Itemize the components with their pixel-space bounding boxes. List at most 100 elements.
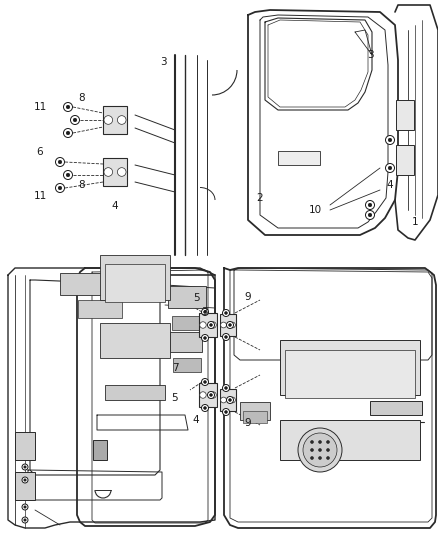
Bar bbox=[396, 100, 414, 130]
Circle shape bbox=[223, 384, 230, 392]
Circle shape bbox=[385, 164, 395, 173]
Circle shape bbox=[385, 135, 395, 144]
Circle shape bbox=[311, 448, 314, 451]
Circle shape bbox=[389, 138, 392, 142]
Circle shape bbox=[365, 211, 374, 220]
Circle shape bbox=[64, 102, 73, 111]
Circle shape bbox=[298, 428, 342, 472]
Text: 9: 9 bbox=[245, 292, 251, 302]
Bar bbox=[105, 385, 165, 400]
Text: 10: 10 bbox=[308, 205, 321, 215]
Bar bbox=[173, 358, 201, 372]
Bar bbox=[170, 332, 202, 352]
Circle shape bbox=[117, 168, 126, 176]
Circle shape bbox=[368, 213, 372, 217]
Circle shape bbox=[208, 321, 215, 328]
Circle shape bbox=[318, 440, 321, 443]
Circle shape bbox=[225, 386, 227, 389]
Circle shape bbox=[223, 408, 230, 416]
Circle shape bbox=[58, 160, 62, 164]
Circle shape bbox=[326, 448, 329, 451]
Circle shape bbox=[201, 378, 208, 385]
Circle shape bbox=[200, 322, 206, 328]
Circle shape bbox=[226, 397, 233, 403]
Circle shape bbox=[201, 405, 208, 411]
Bar bbox=[240, 402, 270, 420]
Circle shape bbox=[104, 116, 113, 124]
Bar bbox=[280, 420, 420, 460]
Text: 11: 11 bbox=[33, 191, 46, 201]
Bar bbox=[100, 323, 170, 358]
Circle shape bbox=[22, 477, 28, 483]
Bar bbox=[199, 313, 217, 337]
Circle shape bbox=[326, 440, 329, 443]
Circle shape bbox=[22, 517, 28, 523]
Text: 3: 3 bbox=[160, 57, 166, 67]
Circle shape bbox=[24, 479, 26, 481]
Circle shape bbox=[22, 464, 28, 470]
Circle shape bbox=[230, 322, 235, 328]
Circle shape bbox=[221, 322, 226, 328]
Circle shape bbox=[210, 394, 212, 397]
Circle shape bbox=[318, 448, 321, 451]
Circle shape bbox=[389, 166, 392, 169]
Circle shape bbox=[24, 506, 26, 508]
Text: 11: 11 bbox=[33, 102, 46, 112]
Circle shape bbox=[326, 456, 329, 459]
Circle shape bbox=[225, 312, 227, 314]
Circle shape bbox=[24, 519, 26, 521]
Circle shape bbox=[229, 324, 231, 326]
Text: 8: 8 bbox=[79, 180, 85, 190]
Bar bbox=[199, 383, 217, 407]
Text: 2: 2 bbox=[257, 193, 263, 203]
Bar bbox=[15, 472, 35, 500]
Circle shape bbox=[368, 203, 372, 207]
Circle shape bbox=[56, 183, 64, 192]
Circle shape bbox=[365, 200, 374, 209]
Text: 4: 4 bbox=[387, 180, 393, 190]
Circle shape bbox=[226, 321, 233, 328]
Circle shape bbox=[64, 128, 73, 138]
Circle shape bbox=[201, 309, 208, 316]
Bar bbox=[103, 106, 127, 134]
Bar bbox=[60, 273, 140, 295]
Circle shape bbox=[229, 399, 231, 401]
Circle shape bbox=[223, 310, 230, 317]
Circle shape bbox=[208, 392, 215, 399]
Bar bbox=[370, 401, 422, 415]
Circle shape bbox=[311, 456, 314, 459]
Circle shape bbox=[210, 392, 216, 398]
Circle shape bbox=[210, 324, 212, 326]
Bar bbox=[280, 340, 420, 395]
Circle shape bbox=[223, 334, 230, 341]
Circle shape bbox=[210, 322, 216, 328]
Text: 5: 5 bbox=[172, 393, 178, 403]
Circle shape bbox=[66, 131, 70, 135]
Bar bbox=[15, 432, 35, 460]
Bar bbox=[285, 350, 415, 398]
Circle shape bbox=[104, 168, 113, 176]
Circle shape bbox=[201, 335, 208, 342]
Bar bbox=[100, 255, 170, 300]
Circle shape bbox=[56, 157, 64, 166]
Circle shape bbox=[204, 311, 206, 313]
Circle shape bbox=[221, 397, 226, 403]
Circle shape bbox=[311, 440, 314, 443]
Text: 4: 4 bbox=[193, 415, 199, 425]
Bar bbox=[93, 440, 107, 460]
Circle shape bbox=[204, 381, 206, 383]
Bar bbox=[105, 264, 165, 302]
Text: 1: 1 bbox=[412, 217, 418, 227]
Text: 3: 3 bbox=[201, 307, 207, 317]
Circle shape bbox=[73, 118, 77, 122]
Bar bbox=[243, 411, 267, 423]
Circle shape bbox=[225, 410, 227, 413]
Text: 5: 5 bbox=[193, 293, 199, 303]
Circle shape bbox=[204, 407, 206, 409]
Circle shape bbox=[71, 116, 80, 125]
Text: 6: 6 bbox=[37, 147, 43, 157]
Circle shape bbox=[66, 106, 70, 109]
Circle shape bbox=[200, 392, 206, 398]
Circle shape bbox=[117, 116, 126, 124]
Bar bbox=[396, 145, 414, 175]
